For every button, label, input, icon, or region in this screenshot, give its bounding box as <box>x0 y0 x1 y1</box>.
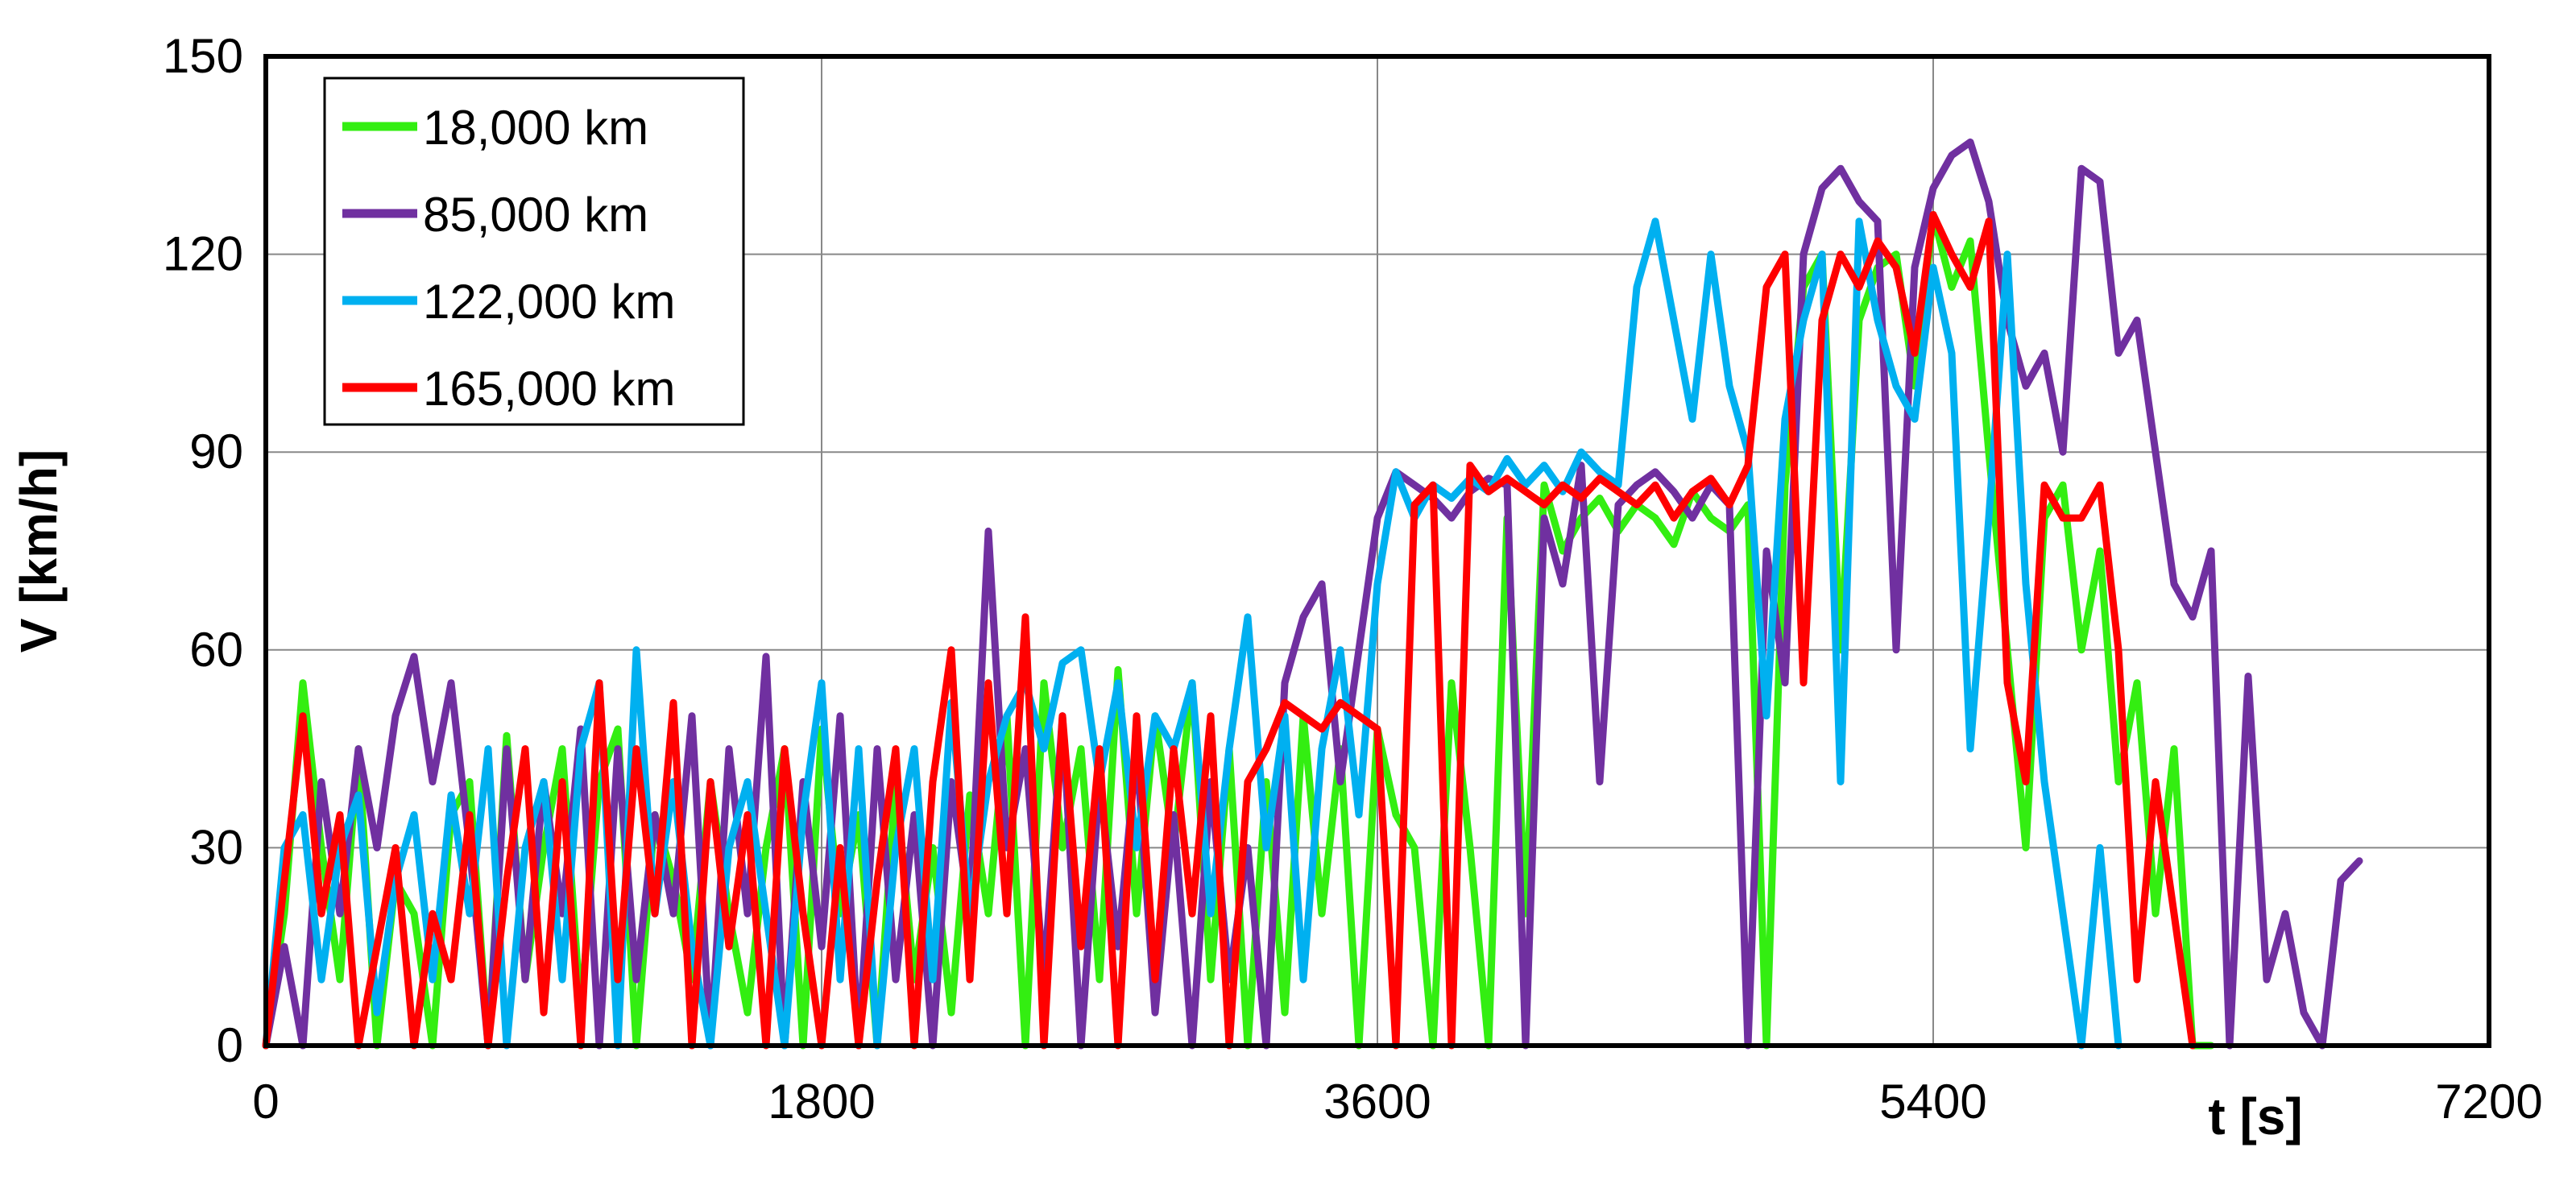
legend-label: 122,000 km <box>423 275 676 329</box>
legend-label: 85,000 km <box>423 188 648 242</box>
plot-frame <box>263 54 2491 1048</box>
x-tick-label: 3600 <box>1323 1075 1431 1129</box>
x-tick-label: 0 <box>252 1075 279 1129</box>
legend-box <box>323 77 745 426</box>
x-tick-labels: 0 1800 3600 5400 7200 <box>252 1075 2542 1129</box>
x-tick-label: 7200 <box>2435 1075 2542 1129</box>
y-tick-label: 120 <box>163 227 243 281</box>
legend: 18,000 km 85,000 km 122,000 km 165,000 km <box>323 77 745 426</box>
y-tick-label: 60 <box>189 623 243 677</box>
y-tick-label: 30 <box>189 820 243 874</box>
y-tick-label: 0 <box>217 1018 243 1072</box>
y-tick-labels: 0 30 60 90 120 150 <box>163 29 243 1072</box>
legend-label: 165,000 km <box>423 362 676 416</box>
series-line-2 <box>262 217 2123 1050</box>
y-axis-title: V [km/h] <box>10 449 68 652</box>
x-tick-label: 5400 <box>1879 1075 1986 1129</box>
legend-label: 18,000 km <box>423 101 648 155</box>
x-axis-title: t [s] <box>2208 1087 2302 1145</box>
legend-items: 18,000 km 85,000 km 122,000 km 165,000 km <box>342 101 676 416</box>
x-tick-label: 1800 <box>768 1075 875 1129</box>
y-tick-label: 150 <box>163 29 243 83</box>
y-tick-label: 90 <box>189 425 243 478</box>
